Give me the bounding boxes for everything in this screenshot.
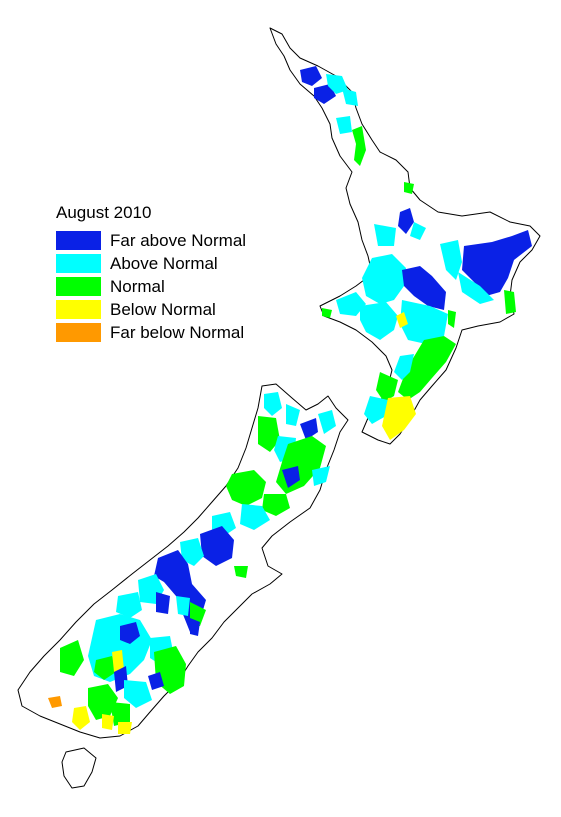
region-below-normal <box>396 312 408 328</box>
legend-swatch <box>56 277 101 296</box>
region-far-above-normal <box>120 622 140 644</box>
region-above-normal <box>364 396 388 424</box>
legend-swatch <box>56 300 101 319</box>
region-normal <box>404 182 414 194</box>
region-above-normal <box>440 240 462 280</box>
legend-swatch <box>56 323 101 342</box>
region-above-normal <box>124 680 152 708</box>
region-far-below-normal <box>48 696 62 708</box>
region-above-normal <box>458 272 494 304</box>
region-far-above-normal <box>300 66 322 86</box>
region-above-normal <box>362 254 406 304</box>
region-below-normal <box>102 714 114 730</box>
legend-swatch <box>56 231 101 250</box>
region-normal <box>226 470 266 506</box>
region-normal <box>234 566 248 578</box>
south-island-regions <box>48 392 336 734</box>
legend-label: Far below Normal <box>110 322 245 342</box>
legend-row-below-normal: Below Normal <box>56 298 246 321</box>
region-above-normal <box>360 302 398 340</box>
region-far-above-normal <box>190 618 200 636</box>
region-normal <box>88 684 118 720</box>
region-above-normal <box>410 222 426 240</box>
legend-label: Below Normal <box>110 299 216 319</box>
region-far-above-normal <box>462 230 532 296</box>
region-normal <box>376 372 398 402</box>
legend-row-far-below-normal: Far below Normal <box>56 321 246 344</box>
region-normal <box>94 656 116 680</box>
legend-title: August 2010 <box>56 203 152 222</box>
region-normal <box>110 702 130 726</box>
region-normal <box>448 310 456 328</box>
region-above-normal <box>318 410 336 434</box>
region-above-normal <box>342 88 358 106</box>
region-below-normal <box>382 396 416 440</box>
region-normal <box>60 640 84 676</box>
map-legend: August 2010 Far above Normal Above Norma… <box>56 203 246 344</box>
legend-label: Normal <box>110 276 165 296</box>
region-far-above-normal <box>300 418 318 440</box>
region-far-above-normal <box>398 208 414 234</box>
region-far-above-normal <box>148 672 164 690</box>
region-far-above-normal <box>156 592 170 614</box>
stewart-island <box>61 747 97 789</box>
region-above-normal <box>180 538 204 566</box>
legend-label: Far above Normal <box>110 230 247 250</box>
region-above-normal <box>336 116 352 134</box>
region-above-normal <box>176 596 190 616</box>
region-above-normal <box>116 592 142 618</box>
region-normal <box>258 416 280 452</box>
region-above-normal <box>394 354 414 380</box>
region-below-normal <box>112 650 124 672</box>
legend-row-normal: Normal <box>56 275 246 298</box>
region-above-normal <box>312 466 330 486</box>
region-above-normal <box>400 300 448 344</box>
region-normal <box>352 126 366 166</box>
region-normal <box>504 290 516 314</box>
region-normal <box>262 494 290 516</box>
legend-row-above-normal: Above Normal <box>56 252 246 275</box>
region-above-normal <box>264 392 282 416</box>
region-normal <box>398 336 456 400</box>
region-below-normal <box>118 722 132 734</box>
legend-swatch <box>56 254 101 273</box>
region-above-normal <box>286 404 300 426</box>
legend-row-far-above-normal: Far above Normal <box>56 229 246 252</box>
region-above-normal <box>336 292 366 316</box>
region-below-normal <box>72 706 90 730</box>
region-far-above-normal <box>282 466 300 488</box>
legend-label: Above Normal <box>110 253 218 273</box>
region-above-normal <box>374 224 396 246</box>
region-above-normal <box>240 504 270 530</box>
region-far-above-normal <box>200 526 234 566</box>
north-island-regions <box>300 66 532 440</box>
region-far-above-normal <box>314 84 336 104</box>
region-normal <box>322 308 332 318</box>
region-far-above-normal <box>402 266 446 310</box>
